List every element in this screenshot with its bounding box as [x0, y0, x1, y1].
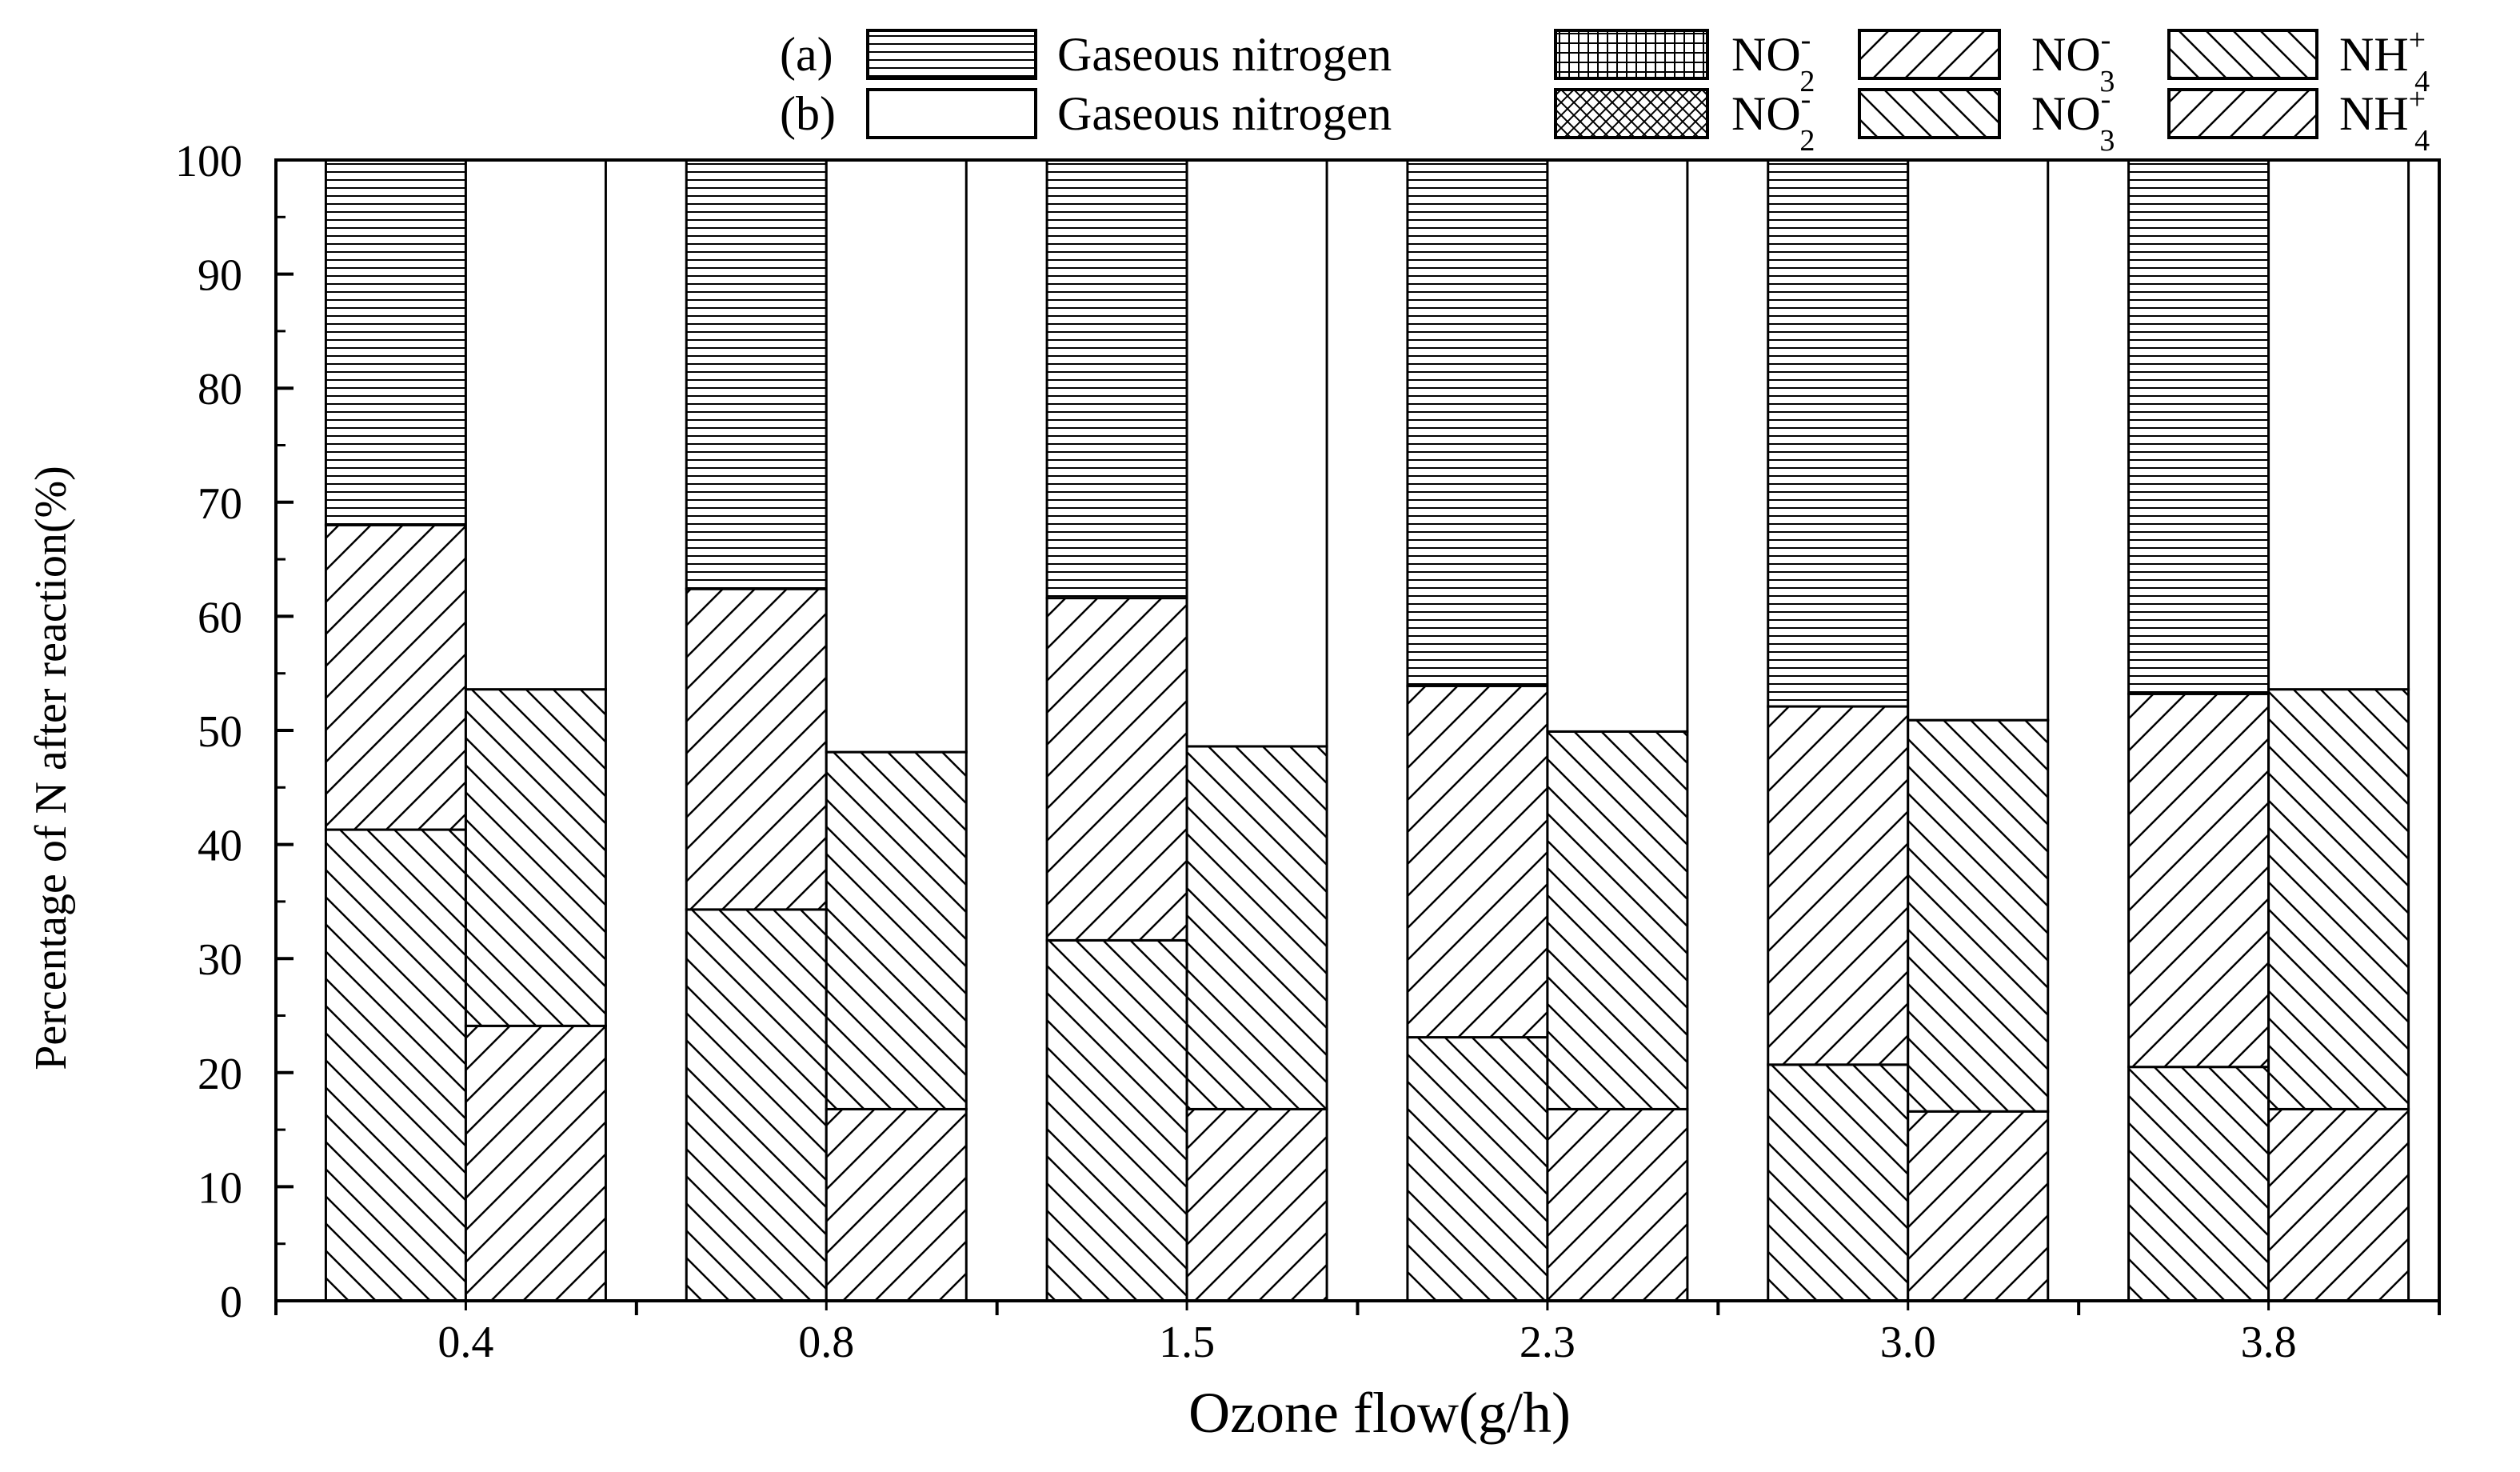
- bar-segment: [324, 158, 467, 526]
- y-tick-label: 100: [175, 137, 242, 186]
- legend-entry-label: Gaseous nitrogen: [1057, 87, 1392, 140]
- legend-entry-label: NO-2: [1731, 23, 1815, 98]
- bar-segment: [2127, 158, 2270, 695]
- bar-segment: [1767, 158, 1910, 708]
- legend-swatch: [866, 88, 1037, 139]
- bar-segment: [1546, 730, 1689, 1110]
- legend-entry-label: NH+ 4: [2339, 82, 2430, 158]
- bar-segment: [464, 158, 607, 691]
- bar-segment: [324, 523, 467, 831]
- bar-segment: [1767, 1063, 1910, 1302]
- bar-segment: [1045, 597, 1188, 942]
- bar-segment: [1546, 1107, 1689, 1302]
- y-tick-label: 50: [198, 707, 242, 757]
- x-tick-label: 0.4: [437, 1318, 493, 1367]
- legend-entry-label: NO-2: [1731, 82, 1815, 158]
- bar-segment: [1045, 158, 1188, 600]
- legend-swatch: [1554, 29, 1709, 80]
- legend-swatch: [2167, 88, 2318, 139]
- bar-segment: [2267, 1107, 2410, 1302]
- bar-segment: [1907, 718, 2050, 1113]
- legend-group-label: (a): [780, 28, 833, 81]
- bar-segment: [685, 908, 828, 1302]
- legend-entry-label: Gaseous nitrogen: [1057, 28, 1392, 81]
- x-tick-label: 3.8: [2241, 1318, 2297, 1367]
- bar-segment: [324, 828, 467, 1302]
- bar-segment: [1406, 684, 1549, 1039]
- legend-entry-label: NO-3: [2031, 82, 2115, 158]
- bar-segment: [1185, 745, 1328, 1110]
- x-tick-label: 2.3: [1520, 1318, 1575, 1367]
- y-tick-label: 10: [198, 1163, 242, 1213]
- bar-segment: [1546, 158, 1689, 733]
- legend-swatch: [2167, 29, 2318, 80]
- y-tick-label: 30: [198, 935, 242, 985]
- legend-swatch: [866, 29, 1037, 80]
- bar-segment: [464, 688, 607, 1027]
- y-tick-label: 40: [198, 822, 242, 871]
- bar-segment: [825, 158, 968, 754]
- bar-segment: [825, 750, 968, 1110]
- y-axis-title: Percentage of N after reaction(%): [26, 466, 76, 1070]
- bar-segment: [2127, 1066, 2270, 1302]
- bar-segment: [1907, 158, 2050, 722]
- legend-group-label: (b): [780, 87, 836, 140]
- x-tick-label: 0.8: [798, 1318, 854, 1367]
- bar-segment: [1406, 158, 1549, 687]
- bars: [324, 158, 2410, 1302]
- y-tick-label: 80: [198, 365, 242, 414]
- bar-segment: [1767, 705, 1910, 1066]
- legend-entry-label: NO-3: [2031, 23, 2115, 98]
- bar-segment: [1907, 1110, 2050, 1302]
- bar-segment: [1185, 158, 1328, 748]
- bar-segment: [2267, 158, 2410, 691]
- y-tick-label: 70: [198, 479, 242, 529]
- y-tick-label: 60: [198, 593, 242, 642]
- legend-entry-label: NH+ 4: [2339, 23, 2430, 98]
- y-tick-label: 20: [198, 1050, 242, 1099]
- bar-segment: [685, 587, 828, 911]
- bar-segment: [825, 1107, 968, 1302]
- bar-segment: [464, 1024, 607, 1302]
- bar-segment: [2267, 688, 2410, 1110]
- y-tick-label: 0: [220, 1278, 242, 1327]
- bar-segment: [1185, 1107, 1328, 1302]
- legend-swatch: [1858, 29, 2001, 80]
- bar-segment: [1045, 938, 1188, 1302]
- x-tick-label: 1.5: [1159, 1318, 1215, 1367]
- axes: 0 10 20 30 40 50 60 70 80 90 100 0.4 0.8 1.5 2.3 3.0 3.8: [175, 137, 2441, 1367]
- legend-swatch: [1858, 88, 2001, 139]
- y-tick-label: 90: [198, 251, 242, 301]
- bar-segment: [2127, 692, 2270, 1069]
- legend-swatch: [1554, 88, 1709, 139]
- legend: (a) Gaseous nitrogen NO-2 NO-3 NH+ 4 (b) Gaseou…: [780, 23, 2430, 158]
- bar-segment: [685, 158, 828, 590]
- x-axis-title: Ozone flow(g/h): [1188, 1381, 1571, 1445]
- bar-segment: [1406, 1036, 1549, 1302]
- x-tick-label: 3.0: [1880, 1318, 1936, 1367]
